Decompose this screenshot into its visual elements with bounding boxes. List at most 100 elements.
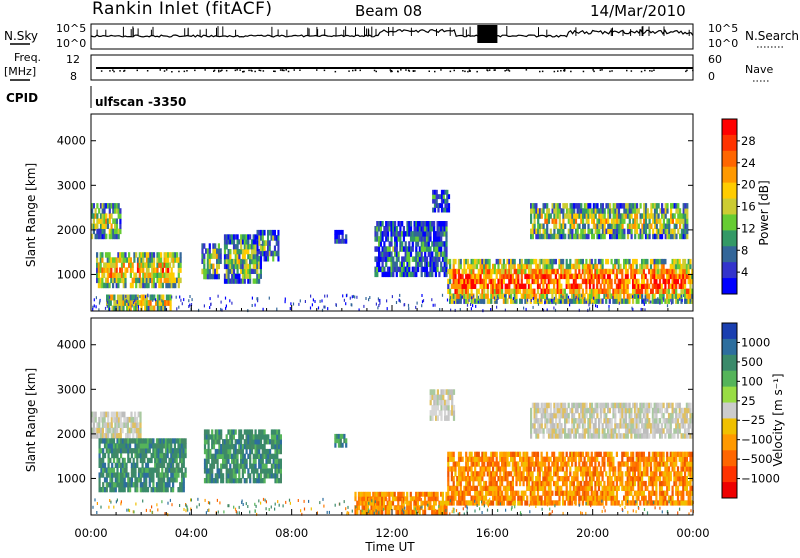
nave-dot [194,70,196,72]
power-cell [417,241,419,247]
power-cell [265,240,267,246]
velocity-cell [600,481,602,486]
velocity-cell [519,452,521,457]
velocity-cell [104,453,106,458]
power-cell [352,295,353,298]
power-cell [119,224,121,230]
power-cell [564,289,566,294]
velocity-cell [139,412,141,418]
velocity-cell [242,449,244,454]
power-cell [675,269,677,274]
velocity-cell [242,434,244,439]
power-cell [421,294,422,297]
velocity-cell [508,461,510,466]
power-cell [602,264,604,269]
power-cell [544,279,546,284]
power-cell [105,213,107,219]
power-cell [119,213,121,219]
power-cell [656,208,658,214]
nave-dot [464,71,466,73]
velocity-cell [544,486,546,491]
velocity-cell [161,448,163,453]
power-cell [548,284,550,289]
velocity-cell [213,464,215,469]
velocity-cell [113,438,115,443]
power-cell [390,241,392,247]
power-cell [135,283,137,289]
power-cell [421,262,423,268]
power-cell [269,297,270,300]
power-cell [596,284,598,289]
power-cell [654,294,656,299]
power-cell [93,203,95,209]
power-cell [437,208,439,213]
power-cell [594,259,596,264]
power-cell [160,257,162,263]
power-cell [555,294,557,299]
power-cell [596,264,598,269]
power-cell [128,252,130,258]
power-cell [591,229,593,235]
power-cell [203,259,205,265]
power-cell [327,295,328,298]
nave-dot [626,70,628,72]
power-cell [180,267,182,273]
power-cell [218,274,220,280]
velocity-cell [492,500,494,505]
velocity-cell [226,434,228,439]
power-cell [467,259,469,264]
nave-dot [405,69,407,71]
power-cell [96,252,98,258]
velocity-cell [600,466,602,471]
power-cell [383,267,385,273]
power-cell [434,208,436,213]
power-cell [543,208,545,214]
power-cell [494,264,496,269]
nave-dot [631,70,633,72]
power-cell [117,283,119,289]
velocity-cell [238,468,240,473]
power-cell [508,284,510,289]
power-cell [581,294,582,297]
power-cell [220,308,221,311]
velocity-cell [99,482,101,487]
velocity-cell [587,491,589,496]
velocity-cell [397,501,399,506]
velocity-cell [460,486,462,491]
nave-dot [260,70,262,72]
velocity-cell [467,471,469,476]
velocity-cell [280,473,282,478]
power-cell [445,236,447,242]
power-cell [448,194,450,199]
velocity-cell [95,417,97,423]
power-cell [401,241,403,247]
velocity-cell [206,464,208,469]
noise-burst [477,25,497,43]
power-cell [534,218,536,224]
nave-dot [601,69,603,71]
power-cell [541,213,543,219]
power-cell [171,296,172,299]
power-cell [546,224,548,230]
nave-dot [235,70,237,72]
power-cell [560,300,561,303]
velocity-cell [211,468,213,473]
velocity-cell [185,453,187,458]
nave-dot [440,69,442,71]
power-cell [642,300,643,303]
power-cell [546,229,548,235]
power-cell [501,284,503,289]
power-cell [392,256,394,262]
velocity-cell [551,476,553,481]
velocity-cell [575,457,577,462]
velocity-cell [456,486,458,491]
power-cell [588,303,589,306]
power-cell [408,307,409,310]
power-cell [614,264,616,269]
velocity-cell [183,463,185,468]
power-cell [690,299,691,302]
velocity-cell [442,496,444,501]
power-cell [689,284,691,289]
velocity-cell [447,461,449,466]
